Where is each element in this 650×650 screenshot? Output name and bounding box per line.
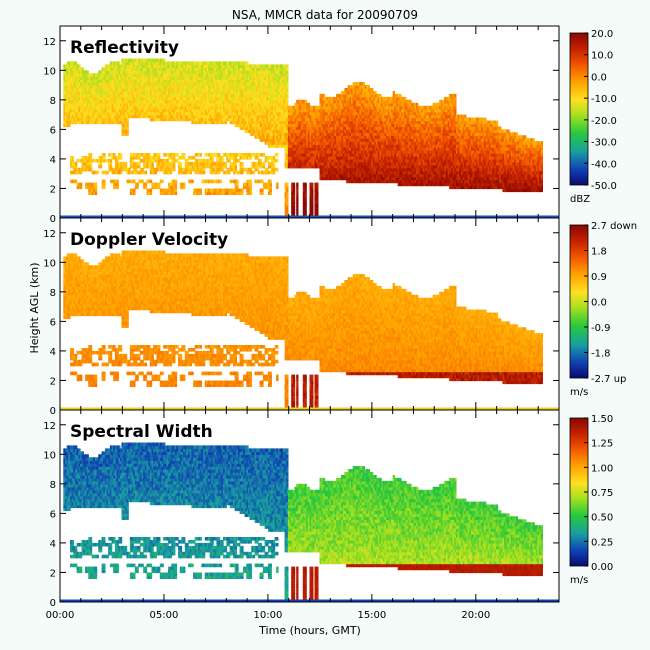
data-cell xyxy=(103,180,105,184)
data-cell xyxy=(183,153,185,157)
data-cell xyxy=(250,180,252,184)
data-cell xyxy=(183,183,185,187)
data-cell xyxy=(311,183,313,187)
data-cell xyxy=(241,162,243,166)
data-cell xyxy=(286,64,288,68)
data-cell xyxy=(276,168,278,172)
data-cell xyxy=(276,153,278,157)
data-cell xyxy=(80,183,82,187)
data-cell xyxy=(97,171,99,175)
data-cell xyxy=(293,183,295,187)
data-cell xyxy=(180,162,182,166)
data-cell xyxy=(162,180,164,184)
data-cell xyxy=(296,183,298,187)
data-cell xyxy=(175,180,177,184)
data-cell xyxy=(145,171,147,175)
data-cell xyxy=(316,183,318,187)
data-cell xyxy=(200,153,202,157)
data-cell xyxy=(120,153,122,157)
data-cell xyxy=(305,183,307,187)
data-cell xyxy=(90,153,92,157)
data-cell xyxy=(220,180,222,184)
data-cell xyxy=(72,156,74,160)
data-cell xyxy=(158,153,160,157)
data-cell xyxy=(200,189,202,193)
data-cell xyxy=(95,183,97,187)
data-cell xyxy=(270,180,272,184)
data-cell xyxy=(236,180,238,184)
data-cell xyxy=(191,180,193,184)
data-cell xyxy=(125,162,127,166)
data-cell xyxy=(117,180,119,184)
data-cell xyxy=(103,153,105,157)
data-cell xyxy=(276,183,278,187)
figure-title: NSA, MMCR data for 20090709 xyxy=(232,8,418,22)
data-cell xyxy=(286,183,288,187)
data-cell xyxy=(276,159,278,163)
x-axis-label: Time (hours, GMT) xyxy=(258,624,361,637)
y-axis-label: Height AGL (km) xyxy=(28,262,41,353)
